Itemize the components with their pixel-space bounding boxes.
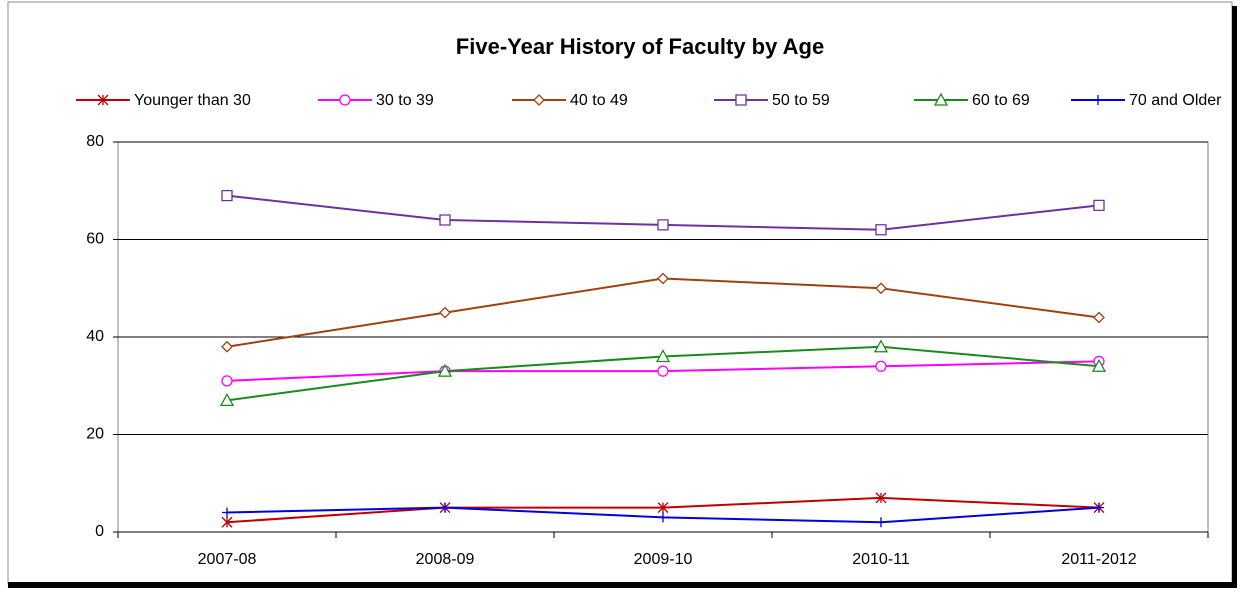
y-tick-label: 0: [95, 523, 104, 540]
data-point: [655, 349, 671, 363]
legend-marker: [933, 92, 949, 106]
frame-shadow: [8, 582, 1237, 588]
x-tick-label: 2009-10: [634, 551, 693, 568]
data-point: [658, 512, 668, 523]
y-tick-label: 60: [86, 231, 104, 248]
legend-marker: [97, 94, 109, 106]
data-point: [875, 282, 887, 295]
data-point: [439, 306, 451, 319]
data-point: [875, 360, 887, 372]
legend-label: Younger than 30: [134, 92, 251, 109]
legend-label: 50 to 59: [772, 92, 830, 109]
legend-marker: [735, 94, 747, 106]
y-tick-label: 20: [86, 426, 104, 443]
legend-marker: [533, 94, 545, 106]
y-tick-label: 80: [86, 133, 104, 150]
chart-frame: [7, 1, 1233, 585]
data-point: [1093, 311, 1105, 324]
data-point: [221, 340, 233, 353]
data-point: [221, 189, 233, 202]
data-point: [437, 363, 453, 377]
frame-shadow: [1232, 6, 1237, 588]
legend-label: 40 to 49: [570, 92, 628, 109]
data-point: [1094, 502, 1104, 513]
x-tick-label: 2011-2012: [1061, 551, 1136, 568]
data-point: [1093, 199, 1105, 212]
data-point: [657, 219, 669, 231]
x-tick-label: 2008-09: [416, 551, 475, 568]
data-point: [875, 492, 887, 504]
x-tick-label: 2010-11: [852, 551, 910, 568]
y-tick-label: 40: [86, 328, 104, 345]
legend-marker: [339, 94, 351, 106]
data-point: [875, 224, 887, 236]
legend-label: 30 to 39: [376, 92, 434, 109]
data-point: [439, 214, 451, 226]
data-point: [657, 272, 669, 285]
data-point: [657, 365, 669, 377]
legend-label: 70 and Older: [1129, 92, 1222, 109]
data-point: [873, 339, 889, 353]
x-tick-label: 2007-08: [198, 551, 257, 568]
legend-marker: [1093, 95, 1103, 105]
chart-title: Five-Year History of Faculty by Age: [456, 34, 824, 59]
data-point: [219, 393, 235, 407]
data-point: [1091, 358, 1107, 372]
data-point: [657, 502, 669, 514]
data-point: [221, 375, 233, 387]
data-point: [222, 507, 232, 518]
data-point: [876, 517, 886, 528]
data-point: [440, 502, 450, 513]
legend-label: 60 to 69: [972, 92, 1030, 109]
data-point: [221, 516, 233, 528]
